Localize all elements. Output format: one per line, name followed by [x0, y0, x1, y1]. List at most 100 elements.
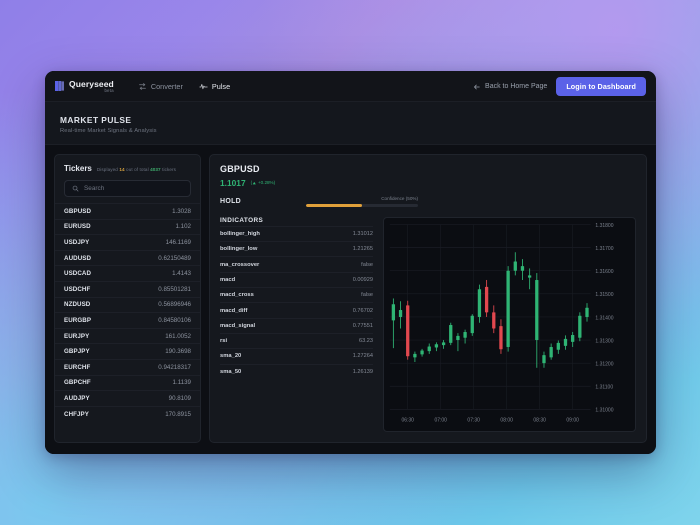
ticker-price: 0.94218317: [158, 363, 191, 371]
indicator-name: sma_50: [220, 368, 242, 375]
ticker-row[interactable]: GBPUSD 1.3028: [55, 203, 200, 219]
brand-logo[interactable]: Queryseed beta: [54, 80, 114, 94]
page-subtitle: Real-time Market Signals & Analysis: [60, 128, 157, 134]
svg-text:08:00: 08:00: [500, 417, 513, 423]
ticker-price: 190.3698: [165, 348, 191, 356]
ticker-row[interactable]: USDCHF 0.85501281: [55, 280, 200, 297]
svg-text:1.31200: 1.31200: [595, 361, 613, 367]
candlestick-chart: 1.31800 1.31700 1.31600 1.31500 1.31400 1.313…: [389, 223, 614, 423]
ticker-symbol: AUDJPY: [64, 394, 90, 402]
price-chart-card[interactable]: 1.31800 1.31700 1.31600 1.31500 1.31400 1.313…: [383, 216, 636, 432]
symbol-title: GBPUSD: [220, 164, 260, 174]
confidence-label: Confidence (50%): [381, 196, 418, 201]
ticker-symbol: USDCHF: [64, 285, 91, 293]
price-change-value: +0.28%: [257, 180, 274, 186]
indicator-row: rsi 63.23: [220, 332, 373, 348]
ticker-symbol: EURCHF: [64, 363, 91, 371]
tickers-count-meta: Displayed 14 out of total 4037 tickers: [97, 167, 176, 172]
ticker-row[interactable]: EURJPY 161.0052: [55, 327, 200, 344]
ticker-symbol: EURGBP: [64, 316, 92, 324]
ticker-row[interactable]: EURCHF 0.94218317: [55, 358, 200, 375]
svg-text:1.31100: 1.31100: [595, 384, 613, 390]
meta-middle: out of total: [126, 167, 149, 172]
indicator-value: 0.77551: [352, 322, 373, 329]
indicators-title: INDICATORS: [220, 216, 264, 224]
ticker-price: 0.56896946: [158, 301, 191, 309]
ticker-search-box[interactable]: [64, 180, 191, 197]
brand-name: Queryseed: [69, 78, 114, 89]
ticker-row[interactable]: USDJPY 146.1169: [55, 234, 200, 250]
ticker-price: 0.62150489: [158, 254, 191, 262]
indicator-row: bollinger_low 1.21265: [220, 241, 373, 256]
page-header: MARKET PULSE Real-time Market Signals & …: [45, 102, 656, 145]
ticker-row[interactable]: AUDUSD 0.62150489: [55, 249, 200, 266]
ticker-row[interactable]: GBPJPY 190.3698: [55, 343, 200, 359]
search-icon: [72, 185, 79, 192]
svg-text:08:30: 08:30: [533, 417, 546, 423]
meta-prefix: Displayed: [96, 167, 118, 172]
indicator-name: bollinger_low: [220, 246, 258, 253]
svg-text:1.31700: 1.31700: [595, 246, 613, 252]
current-price: 1.1017: [220, 178, 246, 188]
confidence-fill: [306, 203, 362, 207]
ticker-search-input[interactable]: [84, 185, 183, 192]
ticker-list[interactable]: GBPUSD 1.3028 EURUSD 1.102 USDJPY 146.1169 AUD…: [55, 203, 200, 442]
ticker-row[interactable]: USDCAD 1.4143: [55, 265, 200, 281]
ticker-symbol: EURJPY: [64, 332, 90, 340]
login-to-dashboard-button[interactable]: Login to Dashboard: [556, 77, 646, 96]
indicators-list: bollinger_high 1.31012 bollinger_low 1.2126…: [220, 225, 373, 379]
app-window: Queryseed beta Converter Pulse Back to H…: [45, 71, 656, 454]
nav-right-actions: Back to Home Page Login to Dashboard: [473, 77, 646, 96]
arrow-left-icon: [474, 84, 480, 89]
ticker-row[interactable]: NZDUSD 0.56896946: [55, 296, 200, 313]
svg-text:1.31400: 1.31400: [595, 315, 613, 321]
ticker-row[interactable]: AUDJPY 90.8109: [55, 390, 200, 406]
ticker-search-wrapper: [55, 173, 200, 203]
brand-beta-tag: beta: [104, 88, 114, 94]
nav-item-converter[interactable]: Converter: [130, 71, 191, 102]
indicator-row: ma_crossover false: [220, 256, 373, 271]
indicator-row: macd 0.00929: [220, 271, 373, 287]
indicator-name: macd_cross: [220, 292, 254, 299]
back-to-home-link[interactable]: Back to Home Page: [473, 83, 547, 91]
tickers-panel: Tickers Displayed 14 out of total 4037 t…: [54, 154, 201, 443]
indicator-name: macd_signal: [220, 322, 256, 329]
indicator-row: sma_20 1.27264: [220, 348, 373, 363]
svg-text:1.31000: 1.31000: [595, 407, 613, 413]
ticker-symbol: AUDUSD: [64, 254, 92, 262]
ticker-price: 161.0052: [165, 332, 191, 340]
queryseed-logo-icon: [55, 81, 64, 92]
tickers-title: Tickers: [64, 164, 92, 173]
svg-text:06:30: 06:30: [401, 417, 414, 423]
ticker-price: 0.85501281: [158, 285, 191, 293]
indicator-value: false: [361, 261, 373, 268]
indicator-value: false: [361, 292, 373, 299]
swap-arrows-icon: [138, 83, 146, 90]
indicator-value: 1.21265: [352, 246, 373, 253]
ticker-symbol: GBPJPY: [64, 348, 90, 356]
ticker-row[interactable]: EURGBP 0.84580106: [55, 312, 200, 328]
ticker-symbol: GBPUSD: [64, 207, 92, 215]
svg-text:1.31500: 1.31500: [595, 292, 613, 298]
nav-item-pulse[interactable]: Pulse: [191, 71, 238, 103]
indicator-name: rsi: [220, 338, 228, 345]
ticker-price: 1.1139: [172, 379, 191, 387]
ticker-symbol: USDCAD: [64, 270, 92, 278]
ticker-row[interactable]: GBPCHF 1.1139: [55, 374, 200, 391]
detail-split: INDICATORS bollinger_high 1.31012 bollinge…: [220, 216, 636, 432]
ticker-symbol: EURUSD: [64, 223, 91, 231]
total-count: 4037: [150, 167, 161, 172]
indicator-value: 1.26139: [352, 368, 373, 375]
indicator-name: macd_diff: [220, 307, 248, 314]
indicator-row: macd_signal 0.77551: [220, 317, 373, 333]
signal-row: HOLD Confidence (50%): [220, 196, 636, 207]
ticker-row[interactable]: CHFJPY 170.8915: [55, 405, 200, 422]
indicator-value: 1.31012: [352, 231, 373, 238]
displayed-count: 14: [119, 167, 125, 172]
indicator-row: macd_diff 0.76702: [220, 302, 373, 317]
indicator-value: 0.76702: [352, 307, 373, 314]
triangle-up-icon: [252, 181, 256, 185]
confidence-meter: Confidence (50%): [306, 196, 418, 207]
ticker-row[interactable]: EURUSD 1.102: [55, 218, 200, 235]
ticker-price: 0.84580106: [158, 316, 191, 324]
